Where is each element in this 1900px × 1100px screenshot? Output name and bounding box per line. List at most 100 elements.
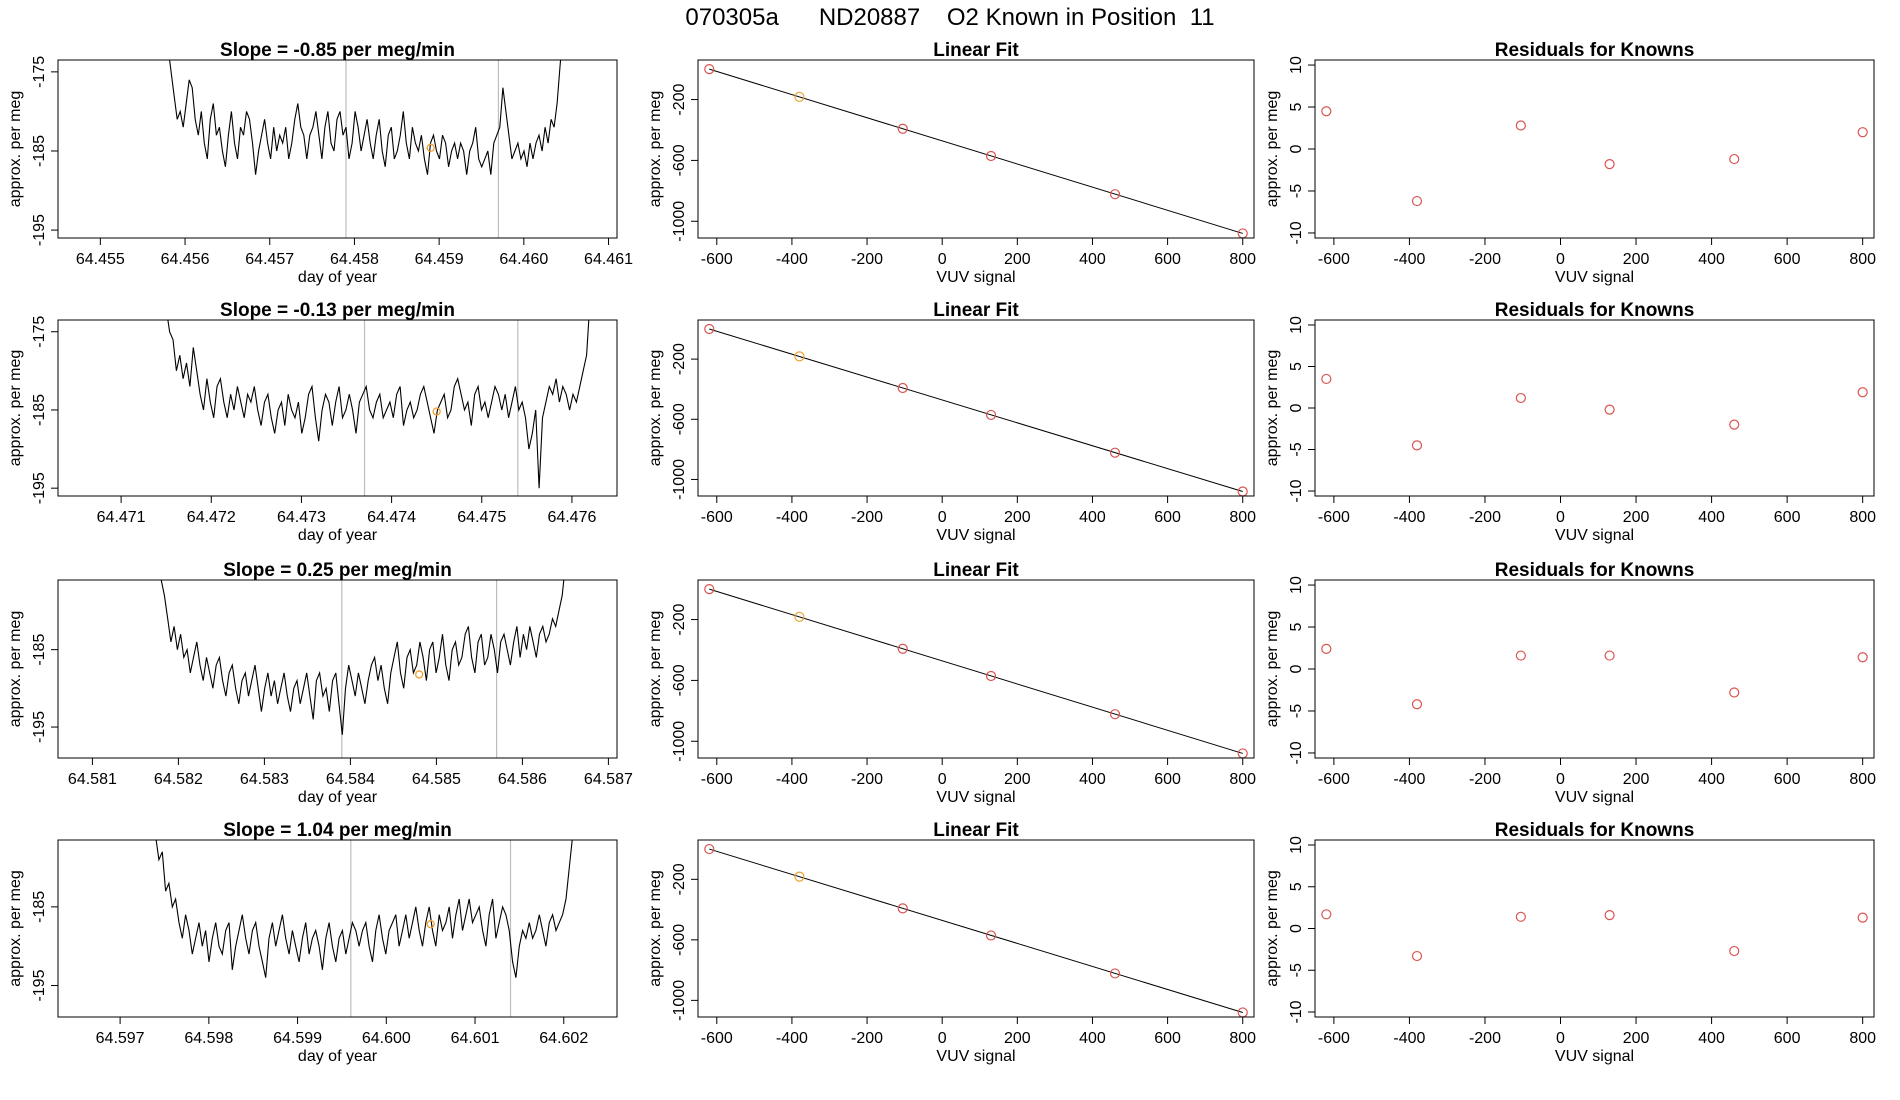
- data-point: [1109, 968, 1121, 979]
- x-tick-label: 64.461: [584, 251, 633, 268]
- y-tick-label: -185: [31, 634, 48, 666]
- x-tick-label: 600: [1154, 251, 1181, 268]
- y-tick-label: -5: [1288, 963, 1305, 977]
- x-axis-label: VUV signal: [936, 527, 1015, 544]
- x-tick-label: 200: [1623, 251, 1650, 268]
- y-tick-label: -175: [31, 56, 48, 88]
- y-tick-label: 5: [1288, 622, 1305, 631]
- x-tick-label: -600: [1318, 251, 1350, 268]
- data-point: [704, 843, 715, 855]
- panel-title: Residuals for Knowns: [1495, 820, 1695, 841]
- y-tick-label: 10: [1288, 56, 1305, 74]
- y-tick-label: 0: [1288, 924, 1305, 933]
- x-axis-label: VUV signal: [1555, 269, 1634, 286]
- data-point: [1411, 195, 1423, 207]
- panel-r2c3: Residuals for Knowns -600 -400 -200 0 200 400 6…: [1264, 300, 1876, 544]
- x-tick-label: 0: [1556, 1030, 1565, 1047]
- x-tick-label: 64.584: [326, 771, 375, 788]
- panel-r2c2: Linear Fit -600 -400 -200 0 200 400 600 800 -200 -…: [647, 300, 1256, 544]
- x-tick-label: 600: [1774, 509, 1801, 526]
- data-point: [1604, 910, 1615, 921]
- plot-frame: [57, 319, 618, 497]
- data-point: [1411, 440, 1423, 451]
- fit-line: [709, 68, 1243, 234]
- x-tick-label: 200: [1004, 1030, 1031, 1047]
- plot-area: [704, 584, 1248, 758]
- plot-frame: [57, 839, 618, 1018]
- series-line: [167, 320, 590, 489]
- panel-r3c2: Linear Fit -600 -400 -200 0 200 400 600 800 -200 -…: [647, 560, 1256, 806]
- y-tick-label: -1000: [671, 459, 688, 500]
- x-axis-label: day of year: [298, 527, 378, 544]
- y-tick-label: 10: [1288, 576, 1305, 594]
- data-point: [985, 670, 997, 682]
- plot-area: [704, 64, 1248, 238]
- panel-title: Linear Fit: [933, 560, 1019, 581]
- data-point: [1321, 373, 1332, 385]
- x-tick-label: 600: [1774, 251, 1801, 268]
- data-point: [1857, 127, 1868, 138]
- y-tick-label: -10: [1288, 221, 1305, 244]
- x-tick-label: 64.583: [240, 771, 289, 788]
- y-axis-label: approx. per meg: [647, 611, 664, 728]
- x-axis-label: VUV signal: [1555, 1048, 1634, 1065]
- x-tick-label: 0: [1556, 509, 1565, 526]
- x-tick-label: -400: [1393, 1030, 1425, 1047]
- x-tick-label: -600: [701, 509, 733, 526]
- x-tick-label: 0: [1556, 771, 1565, 788]
- x-tick-label: 64.460: [499, 251, 548, 268]
- highlight-point: [426, 143, 435, 152]
- y-tick-label: -195: [31, 711, 48, 743]
- x-tick-label: 0: [938, 1030, 947, 1047]
- y-tick-label: -10: [1288, 741, 1305, 764]
- x-axis-label: day of year: [298, 269, 378, 286]
- x-axis-label: day of year: [298, 1048, 378, 1065]
- data-point: [897, 123, 908, 134]
- x-tick-label: 600: [1154, 509, 1181, 526]
- series-line: [169, 60, 562, 175]
- panel-r3c3: Residuals for Knowns -600 -400 -200 0 200 400 6…: [1264, 560, 1876, 806]
- plot-frame: [57, 59, 618, 239]
- x-axis-label: VUV signal: [1555, 789, 1634, 806]
- y-axis-label: approx. per meg: [1264, 350, 1281, 467]
- panel-title: Slope = -0.85 per meg/min: [220, 40, 455, 61]
- data-point: [1321, 106, 1332, 117]
- y-tick-label: -5: [1288, 442, 1305, 456]
- data-point: [1604, 159, 1615, 170]
- panel-title: Linear Fit: [933, 820, 1019, 841]
- y-axis-label: approx. per meg: [7, 611, 24, 728]
- panel-title: Slope = 1.04 per meg/min: [223, 820, 452, 841]
- x-tick-label: 800: [1849, 251, 1876, 268]
- x-tick-label: -400: [776, 771, 808, 788]
- panel-r3c1: Slope = 0.25 per meg/min 64.581 64.582 64.5…: [7, 560, 633, 806]
- y-tick-label: 0: [1288, 403, 1305, 412]
- y-tick-label: -10: [1288, 1000, 1305, 1023]
- x-tick-label: -200: [1469, 509, 1501, 526]
- x-tick-label: 600: [1774, 771, 1801, 788]
- x-tick-label: 400: [1698, 771, 1725, 788]
- highlight-point: [426, 920, 435, 929]
- x-tick-label: 800: [1849, 1030, 1876, 1047]
- y-tick-label: -10: [1288, 479, 1305, 502]
- x-tick-label: 400: [1079, 771, 1106, 788]
- x-tick-label: -600: [701, 771, 733, 788]
- y-tick-label: -185: [31, 135, 48, 167]
- data-point: [1729, 945, 1740, 957]
- y-tick-label: 10: [1288, 836, 1305, 854]
- x-tick-label: 600: [1774, 1030, 1801, 1047]
- y-tick-label: 5: [1288, 882, 1305, 891]
- data-point: [1604, 404, 1615, 415]
- y-tick-label: 0: [1288, 144, 1305, 153]
- figure-title: 070305a ND20887 O2 Known in Position 11: [685, 4, 1215, 31]
- plot-frame: [57, 579, 618, 759]
- y-tick-label: -200: [671, 863, 688, 895]
- y-tick-label: -5: [1288, 184, 1305, 198]
- y-axis-label: approx. per meg: [1264, 611, 1281, 728]
- x-tick-label: 0: [1556, 251, 1565, 268]
- x-tick-label: 400: [1698, 1030, 1725, 1047]
- y-axis-label: approx. per meg: [1264, 870, 1281, 987]
- y-tick-label: -600: [671, 664, 688, 696]
- y-tick-label: -195: [31, 472, 48, 504]
- x-tick-label: 64.587: [584, 771, 633, 788]
- y-tick-label: 10: [1288, 316, 1305, 334]
